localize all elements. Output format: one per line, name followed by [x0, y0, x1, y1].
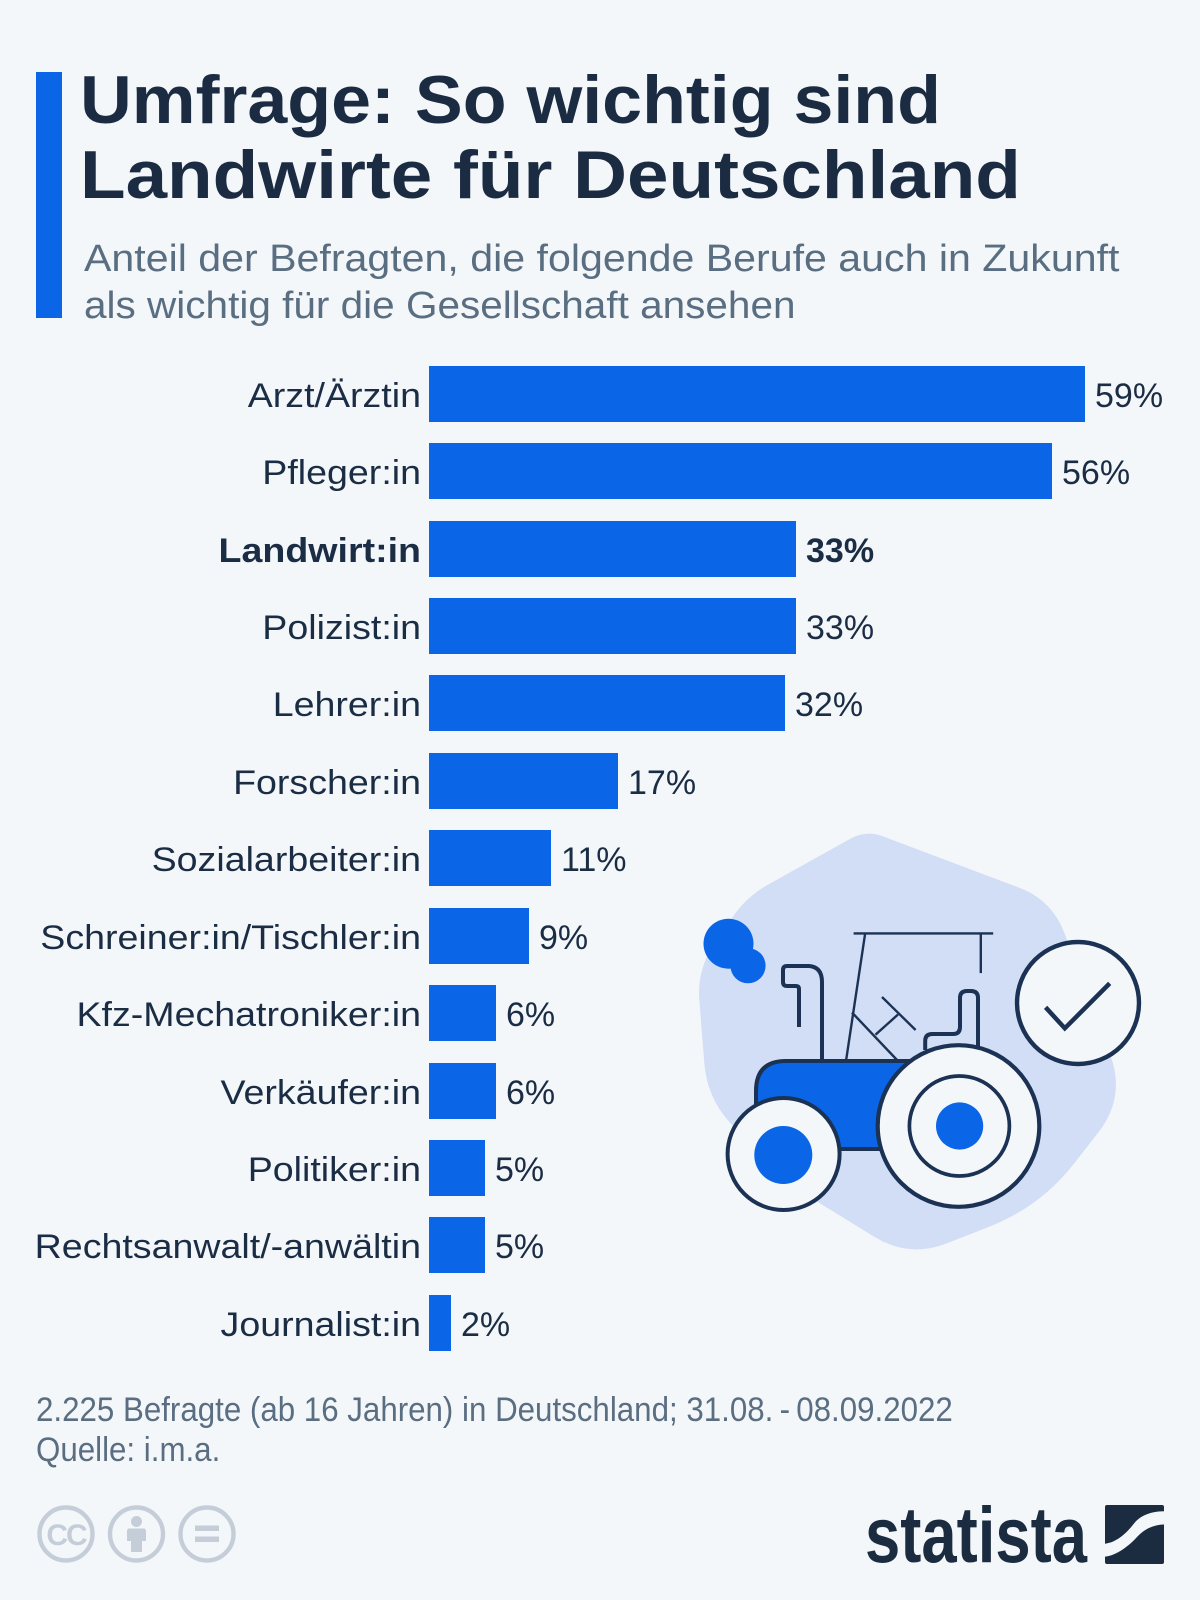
- svg-text:CC: CC: [46, 1519, 87, 1552]
- svg-text:statista: statista: [865, 1498, 1088, 1570]
